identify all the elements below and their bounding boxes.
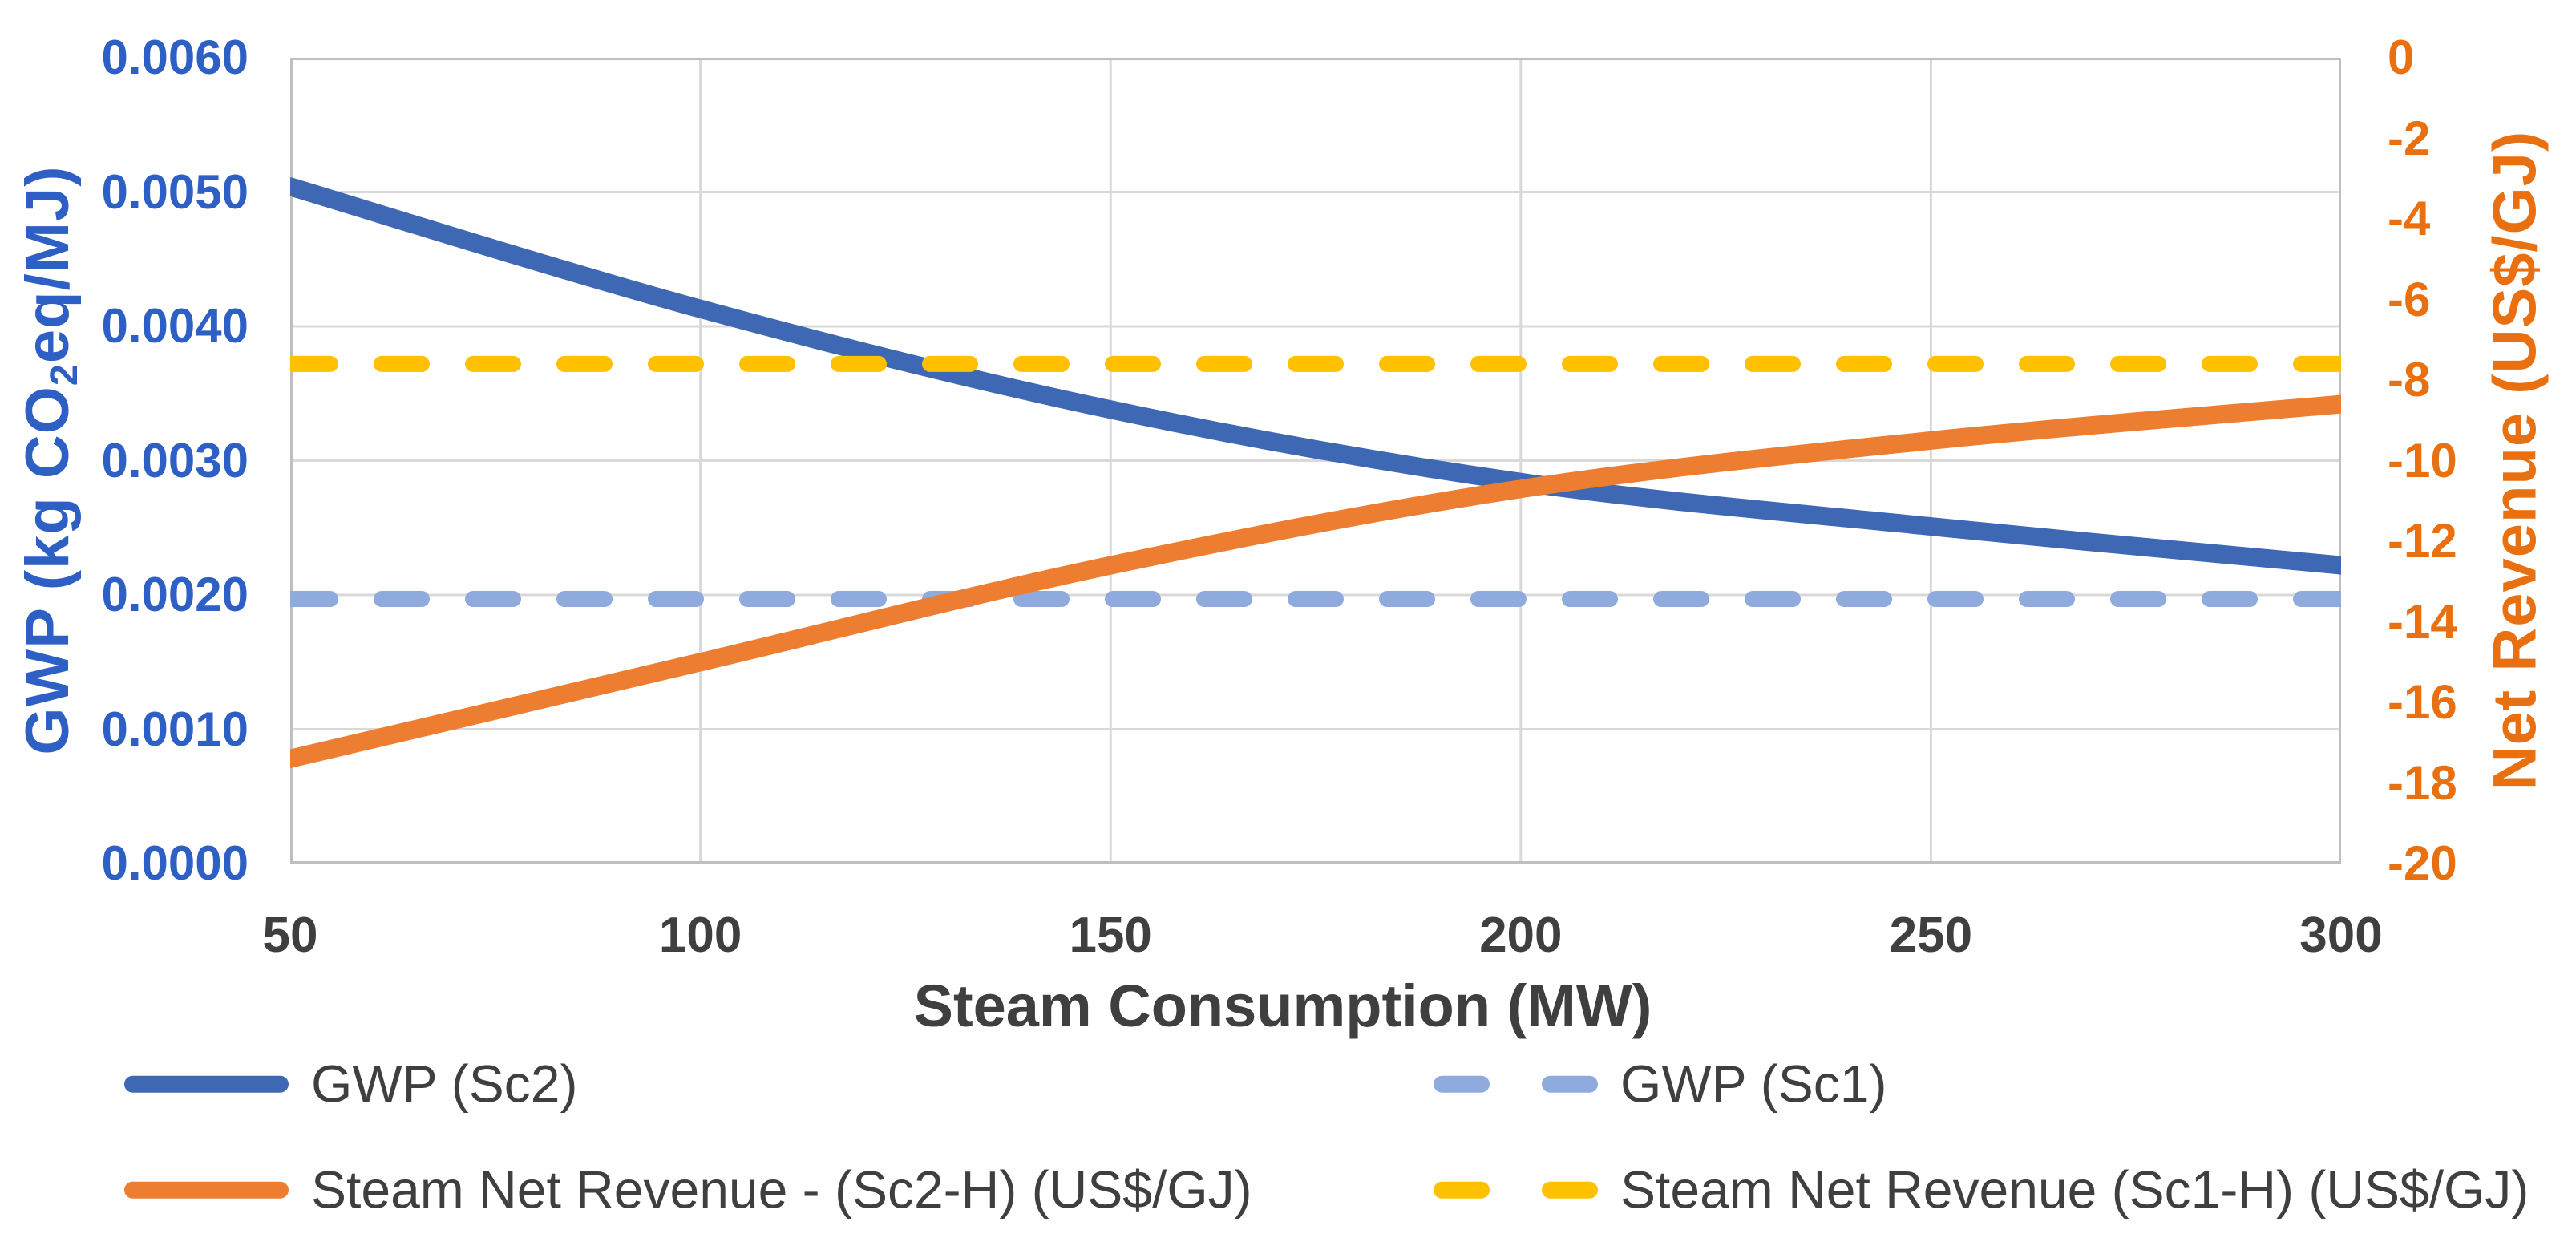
right-axis-tick-label: -4 (2388, 192, 2431, 245)
x-axis-tick-label: 250 (1889, 908, 1973, 963)
legend-dash-sample (1434, 1075, 1490, 1093)
right-axis-tick-label: -16 (2388, 675, 2457, 729)
right-axis-tick-label: -8 (2388, 353, 2431, 407)
left-axis-tick-label: 0.0050 (101, 164, 249, 219)
legend-marker-dashed-line (1434, 1075, 1598, 1093)
legend-marker-solid-line (124, 1075, 289, 1093)
legend-marker-dashed-line (1434, 1181, 1598, 1199)
legend-label: Steam Net Revenue - (Sc2-H) (US$/GJ) (311, 1159, 1252, 1220)
plot-border (290, 58, 2341, 864)
legend-label: GWP (Sc1) (1620, 1054, 1887, 1114)
right-axis-tick-label: -6 (2388, 272, 2431, 326)
legend-line-sample (124, 1075, 289, 1093)
legend-marker-solid-line (124, 1181, 289, 1199)
plot-area (290, 58, 2341, 864)
legend-item-net-revenue-sc1h: Steam Net Revenue (Sc1-H) (US$/GJ) (1434, 1161, 2529, 1220)
series-line-2 (290, 394, 2341, 768)
right-axis-tick-label: -10 (2388, 433, 2457, 487)
left-axis-tick-label: 0.0000 (101, 836, 249, 890)
right-axis-title: Net Revenue (US$/GJ) (2481, 130, 2550, 791)
right-axis-tick-label: -12 (2388, 514, 2457, 568)
x-axis-tick-label: 150 (1069, 908, 1152, 963)
legend-line-sample (124, 1181, 289, 1199)
series-line-0 (290, 177, 2341, 575)
left-axis-tick-label: 0.0030 (101, 433, 249, 487)
legend-item-net-revenue-sc2h: Steam Net Revenue - (Sc2-H) (US$/GJ) (124, 1161, 1252, 1220)
x-axis-tick-label: 300 (2299, 908, 2383, 963)
left-axis-title-subscript: 2 (42, 363, 86, 386)
right-axis-tick-label: 0 (2388, 30, 2415, 84)
legend-label: Steam Net Revenue (Sc1-H) (US$/GJ) (1620, 1159, 2529, 1220)
right-axis-tick-label: -18 (2388, 755, 2457, 810)
x-axis-tick-label: 50 (262, 908, 318, 963)
right-axis-tick-label: -20 (2388, 836, 2457, 890)
x-axis-tick-label: 100 (658, 908, 742, 963)
x-axis-tick-label: 200 (1479, 908, 1563, 963)
legend-label: GWP (Sc2) (311, 1054, 578, 1114)
legend-dash-sample (1542, 1075, 1598, 1093)
legend-item-gwp-sc1: GWP (Sc1) (1434, 1055, 1887, 1114)
legend-dash-sample (1542, 1181, 1598, 1199)
right-axis-tick-label: -2 (2388, 111, 2431, 165)
left-axis-tick-label: 0.0020 (101, 568, 249, 621)
left-axis-tick-label: 0.0060 (101, 30, 249, 84)
legend-item-gwp-sc2: GWP (Sc2) (124, 1055, 577, 1114)
left-axis-tick-label: 0.0010 (101, 702, 249, 756)
left-axis-tick-label: 0.0040 (101, 299, 249, 353)
right-axis-tick-label: -14 (2388, 594, 2457, 649)
x-axis-title: Steam Consumption (MW) (913, 973, 1652, 1039)
legend-dash-sample (1434, 1181, 1490, 1199)
